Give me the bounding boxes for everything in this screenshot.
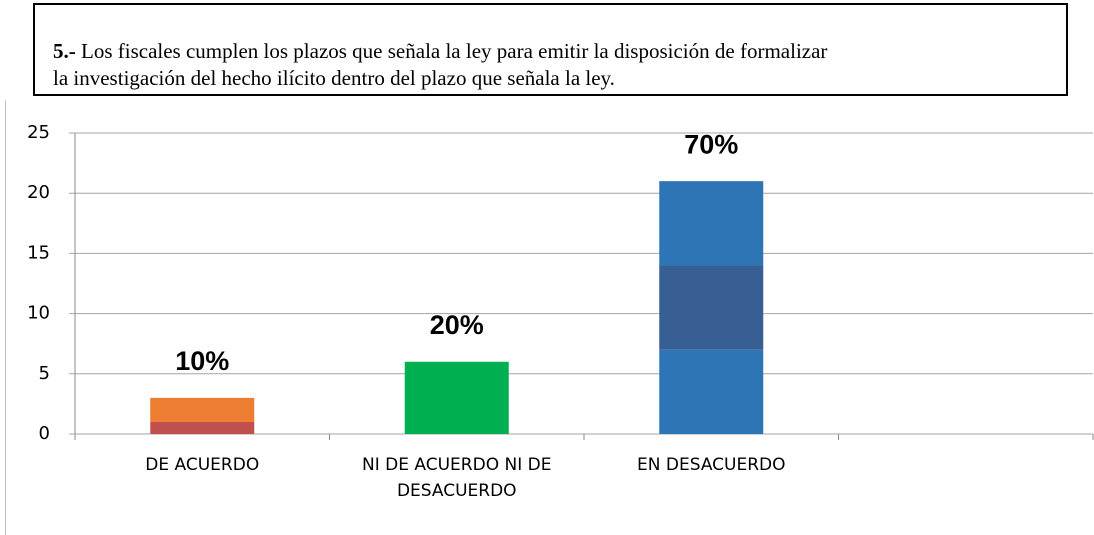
y-tick-label: 5 [39, 363, 50, 384]
y-tick-label: 15 [27, 242, 50, 263]
y-tick-label: 0 [39, 423, 50, 444]
bar-segment [150, 397, 255, 422]
title-box: 5.- Los fiscales cumplen los plazos que … [33, 3, 1068, 96]
bar-segment [659, 349, 764, 434]
data-label: 10% [175, 346, 229, 376]
x-tick-label: NI DE ACUERDO NI DE DESACUERDO [362, 455, 552, 501]
bar-segment [659, 265, 764, 350]
bar-segment [659, 181, 764, 266]
y-tick-label: 10 [27, 303, 50, 324]
x-tick-label: DE ACUERDO [145, 455, 260, 475]
title-number: 5.- [53, 39, 76, 63]
data-label: 70% [684, 129, 738, 159]
title-line: la investigación del hecho ilícito dentr… [53, 66, 615, 90]
bar-segment [150, 421, 255, 434]
x-tick-label: EN DESACUERDO [637, 455, 786, 475]
data-label: 20% [430, 310, 484, 340]
title-line: Los fiscales cumplen los plazos que seña… [81, 39, 828, 63]
y-tick-label: 20 [27, 182, 50, 203]
y-tick-label: 25 [27, 122, 50, 143]
bar-segment [404, 361, 509, 434]
